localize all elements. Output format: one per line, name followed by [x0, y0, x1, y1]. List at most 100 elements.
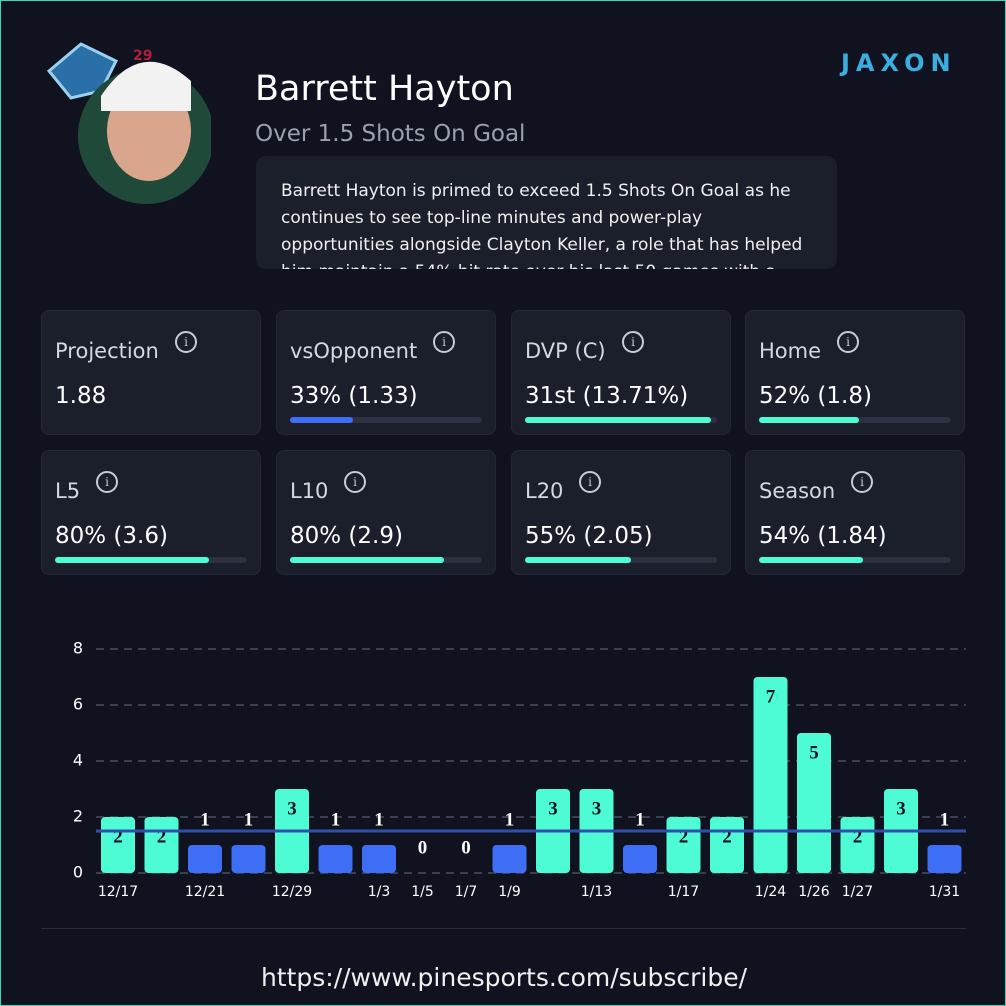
avatar: 29: [46, 42, 211, 204]
value-label: 2: [722, 826, 732, 847]
stat-card: DVP (C) i 31st (13.71%): [511, 310, 731, 435]
y-tick-label: 0: [73, 863, 83, 882]
card-value: 80% (2.9): [290, 523, 403, 549]
info-icon[interactable]: i: [433, 331, 455, 353]
y-tick-label: 2: [73, 807, 83, 826]
x-tick-label: 1/24: [755, 884, 787, 900]
progress-fill: [525, 557, 631, 563]
stat-card: L20 i 55% (2.05): [511, 450, 731, 575]
value-label: 1: [200, 809, 210, 830]
x-tick-label: 12/21: [185, 884, 225, 900]
x-tick-label: 1/17: [668, 884, 699, 900]
card-value: 31st (13.71%): [525, 383, 689, 409]
value-label: 2: [679, 826, 689, 847]
value-label: 0: [418, 837, 428, 858]
x-tick-label: 12/29: [272, 884, 312, 900]
svg-text:29: 29: [133, 48, 152, 64]
x-tick-label: 12/17: [98, 884, 138, 900]
card-label: L20: [525, 479, 564, 503]
player-name: Barrett Hayton: [255, 69, 514, 109]
stat-card: L5 i 80% (3.6): [41, 450, 261, 575]
footer-url[interactable]: https://www.pinesports.com/subscribe/: [260, 963, 748, 992]
card-label: L10: [290, 479, 329, 503]
progress-fill: [525, 417, 712, 423]
stat-card: Season i 54% (1.84): [745, 450, 965, 575]
info-icon[interactable]: i: [344, 471, 366, 493]
progress-track: [525, 417, 717, 423]
progress-fill: [290, 557, 444, 563]
bar: [318, 845, 353, 873]
value-label: 0: [461, 837, 471, 858]
info-icon[interactable]: i: [175, 331, 197, 353]
progress-track: [759, 557, 951, 563]
card-value: 33% (1.33): [290, 383, 418, 409]
card-value: 52% (1.8): [759, 383, 872, 409]
divider: [41, 928, 966, 929]
value-label: 5: [809, 742, 819, 763]
x-tick-label: 1/3: [368, 884, 391, 900]
value-label: 1: [505, 809, 515, 830]
value-label: 3: [548, 798, 558, 819]
stat-card: Home i 52% (1.8): [745, 310, 965, 435]
progress-fill: [55, 557, 209, 563]
description: Barrett Hayton is primed to exceed 1.5 S…: [256, 156, 837, 269]
bar: [927, 845, 962, 873]
bar: [492, 845, 527, 873]
value-label: 1: [244, 809, 254, 830]
value-label: 1: [635, 809, 645, 830]
bar: [797, 733, 831, 873]
x-tick-label: 1/9: [498, 884, 521, 900]
card-label: L5: [55, 479, 81, 503]
card-label: DVP (C): [525, 339, 606, 363]
value-label: 7: [766, 686, 776, 707]
x-tick-label: 1/31: [929, 884, 960, 900]
value-label: 1: [374, 809, 384, 830]
prop-line: Over 1.5 Shots On Goal: [255, 121, 526, 147]
progress-fill: [290, 417, 354, 423]
card-label: Projection: [55, 339, 159, 363]
info-icon[interactable]: i: [579, 471, 601, 493]
x-tick-label: 1/5: [411, 884, 434, 900]
bar: [753, 677, 788, 873]
bar: [623, 845, 657, 873]
progress-fill: [759, 557, 863, 563]
stat-card: L10 i 80% (2.9): [276, 450, 496, 575]
progress-track: [290, 557, 482, 563]
bar: [362, 845, 396, 873]
stat-card: vsOpponent i 33% (1.33): [276, 310, 496, 435]
progress-fill: [759, 417, 859, 423]
value-label: 3: [592, 798, 602, 819]
bar: [231, 845, 266, 873]
value-label: 3: [287, 798, 297, 819]
card-label: vsOpponent: [290, 339, 418, 363]
card-value: 55% (2.05): [525, 523, 653, 549]
card-value: 1.88: [55, 383, 107, 409]
x-tick-label: 1/7: [455, 884, 478, 900]
progress-track: [290, 417, 482, 423]
bar: [188, 845, 222, 873]
value-label: 3: [896, 798, 906, 819]
x-tick-label: 1/27: [842, 884, 873, 900]
y-tick-label: 8: [73, 639, 83, 658]
x-tick-label: 1/26: [798, 884, 830, 900]
card-value: 54% (1.84): [759, 523, 887, 549]
progress-track: [55, 557, 247, 563]
x-tick-label: 1/13: [581, 884, 612, 900]
progress-track: [525, 557, 717, 563]
info-icon[interactable]: i: [622, 331, 644, 353]
value-label: 2: [157, 826, 167, 847]
card-value: 80% (3.6): [55, 523, 168, 549]
brand-logo: JAXON: [841, 49, 957, 77]
info-icon[interactable]: i: [96, 471, 118, 493]
card-label: Season: [759, 479, 836, 503]
y-tick-label: 6: [73, 695, 83, 714]
info-icon[interactable]: i: [837, 331, 859, 353]
card-label: Home: [759, 339, 822, 363]
value-label: 1: [331, 809, 341, 830]
value-label: 2: [113, 826, 123, 847]
info-icon[interactable]: i: [851, 471, 873, 493]
y-tick-label: 4: [73, 751, 83, 770]
progress-track: [759, 417, 951, 423]
value-label: 1: [940, 809, 950, 830]
